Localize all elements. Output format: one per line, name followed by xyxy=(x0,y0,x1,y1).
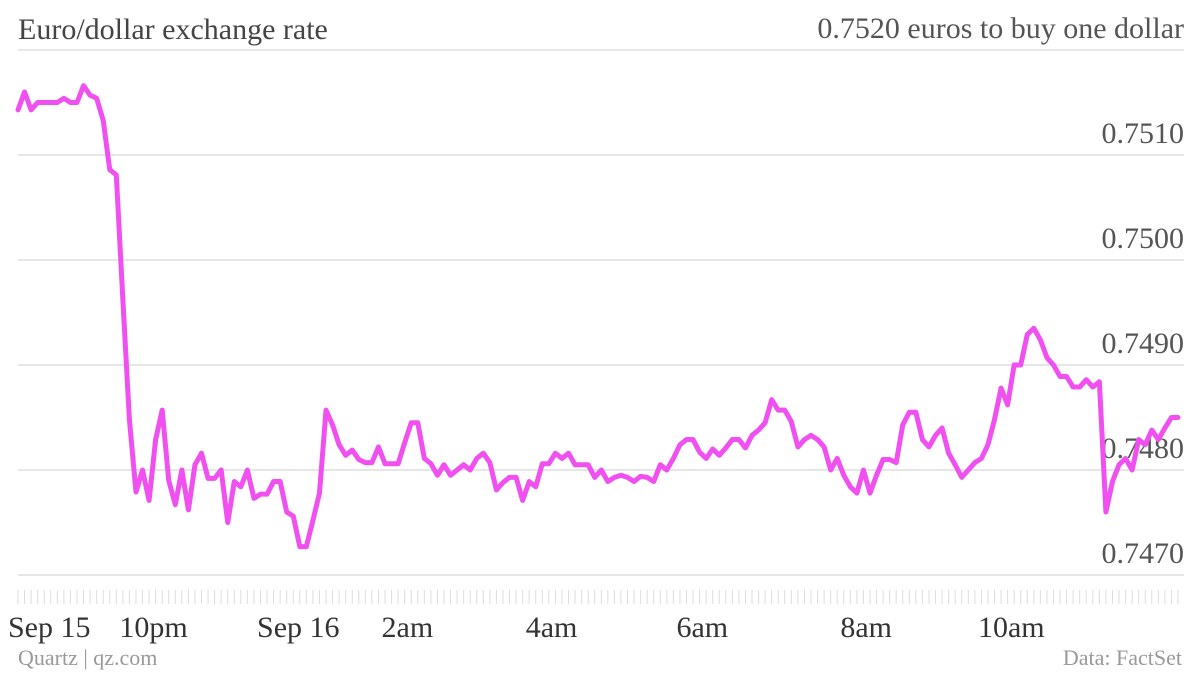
x-tick-label: Sep 15 xyxy=(8,611,91,644)
x-tick-label: 4am xyxy=(526,611,578,644)
y-tick-label: 0.7520 euros to buy one dollar xyxy=(817,12,1184,45)
y-tick-label: 0.7480 xyxy=(1102,432,1185,465)
source: Data: FactSet xyxy=(1063,645,1182,670)
x-tick-label: 8am xyxy=(840,611,892,644)
data-line xyxy=(15,83,1181,550)
y-tick-label: 0.7510 xyxy=(1102,117,1185,150)
x-tick-label: 10pm xyxy=(119,611,187,644)
y-tick-label: 0.7470 xyxy=(1102,537,1185,570)
y-tick-label: 0.7490 xyxy=(1102,327,1185,360)
x-tick-label: 2am xyxy=(382,611,434,644)
x-tick-label: Sep 16 xyxy=(257,611,340,644)
x-tick-label: 10am xyxy=(978,611,1045,644)
y-tick-label: 0.7500 xyxy=(1102,222,1185,255)
x-tick-label: 6am xyxy=(676,611,728,644)
chart-title: Euro/dollar exchange rate xyxy=(18,13,328,46)
credit: Quartz | qz.com xyxy=(18,645,157,670)
